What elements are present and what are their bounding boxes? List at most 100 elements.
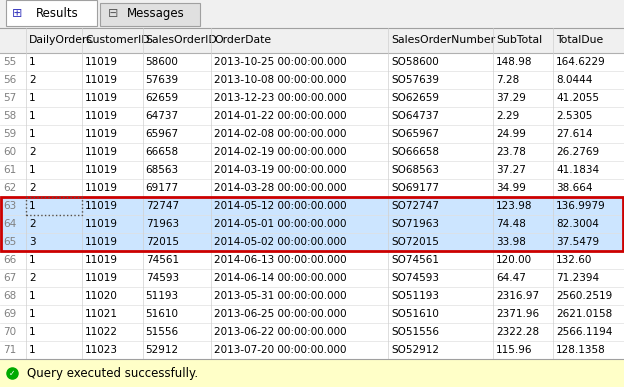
- Text: 2014-06-13 00:00:00.000: 2014-06-13 00:00:00.000: [214, 255, 347, 265]
- Text: 63: 63: [3, 201, 16, 211]
- Text: SalesOrderNumber: SalesOrderNumber: [391, 36, 495, 45]
- Text: SO51610: SO51610: [391, 309, 439, 319]
- Text: 2014-05-01 00:00:00.000: 2014-05-01 00:00:00.000: [214, 219, 346, 229]
- Text: 37.27: 37.27: [496, 165, 526, 175]
- Text: 1: 1: [29, 129, 36, 139]
- Text: 11019: 11019: [85, 129, 118, 139]
- Text: 74561: 74561: [145, 255, 178, 265]
- Text: 11019: 11019: [85, 273, 118, 283]
- FancyBboxPatch shape: [6, 0, 97, 26]
- Bar: [0, 197, 624, 215]
- Text: 1: 1: [29, 57, 36, 67]
- Bar: [0, 28, 624, 53]
- Text: 11019: 11019: [85, 237, 118, 247]
- Text: 148.98: 148.98: [496, 57, 532, 67]
- Bar: [0, 125, 624, 143]
- Text: 71.2394: 71.2394: [556, 273, 600, 283]
- Text: 69177: 69177: [145, 183, 178, 193]
- Text: 74593: 74593: [145, 273, 178, 283]
- Text: 2621.0158: 2621.0158: [556, 309, 613, 319]
- Text: SO74593: SO74593: [391, 273, 439, 283]
- Text: 52912: 52912: [145, 345, 178, 355]
- Text: TotalDue: TotalDue: [556, 36, 603, 45]
- Text: 23.78: 23.78: [496, 147, 526, 157]
- Text: 1: 1: [29, 165, 36, 175]
- Text: 11019: 11019: [85, 219, 118, 229]
- Text: 2013-10-25 00:00:00.000: 2013-10-25 00:00:00.000: [214, 57, 347, 67]
- Text: 2013-12-23 00:00:00.000: 2013-12-23 00:00:00.000: [214, 93, 347, 103]
- Text: 2014-03-19 00:00:00.000: 2014-03-19 00:00:00.000: [214, 165, 347, 175]
- Text: SO62659: SO62659: [391, 93, 439, 103]
- Text: SO74561: SO74561: [391, 255, 439, 265]
- Text: 11019: 11019: [85, 75, 118, 85]
- Text: 41.1834: 41.1834: [556, 165, 600, 175]
- Text: 56: 56: [3, 75, 16, 85]
- Text: 71: 71: [3, 345, 16, 355]
- Bar: [0, 107, 624, 125]
- Text: 66658: 66658: [145, 147, 178, 157]
- Text: 123.98: 123.98: [496, 201, 532, 211]
- Text: 1: 1: [29, 291, 36, 301]
- Text: SO66658: SO66658: [391, 147, 439, 157]
- Bar: [0, 89, 624, 107]
- Text: SalesOrderID: SalesOrderID: [145, 36, 217, 45]
- Text: 2013-06-25 00:00:00.000: 2013-06-25 00:00:00.000: [214, 309, 347, 319]
- FancyBboxPatch shape: [100, 3, 200, 26]
- Text: 136.9979: 136.9979: [556, 201, 606, 211]
- Text: 24.99: 24.99: [496, 129, 526, 139]
- Text: SO64737: SO64737: [391, 111, 439, 121]
- Text: 51610: 51610: [145, 309, 178, 319]
- Text: 70: 70: [3, 327, 16, 337]
- Text: 2014-02-08 00:00:00.000: 2014-02-08 00:00:00.000: [214, 129, 346, 139]
- Bar: [0, 233, 624, 251]
- Text: 1: 1: [29, 345, 36, 355]
- Text: 61: 61: [3, 165, 16, 175]
- Bar: [0, 28, 624, 359]
- Text: 62659: 62659: [145, 93, 178, 103]
- Text: DailyOrders: DailyOrders: [29, 36, 93, 45]
- Bar: [0, 305, 624, 323]
- Text: 26.2769: 26.2769: [556, 147, 600, 157]
- Text: 11019: 11019: [85, 93, 118, 103]
- Text: 11020: 11020: [85, 291, 118, 301]
- Text: 2371.96: 2371.96: [496, 309, 539, 319]
- Bar: [0, 215, 624, 233]
- Text: 132.60: 132.60: [556, 255, 593, 265]
- Text: 55: 55: [3, 57, 16, 67]
- Text: 11019: 11019: [85, 147, 118, 157]
- Text: 8.0444: 8.0444: [556, 75, 593, 85]
- Bar: [0, 143, 624, 161]
- Text: SO68563: SO68563: [391, 165, 439, 175]
- Bar: [0, 359, 624, 387]
- Text: 2: 2: [29, 219, 36, 229]
- Text: 11022: 11022: [85, 327, 118, 337]
- Text: 64: 64: [3, 219, 16, 229]
- Text: 34.99: 34.99: [496, 183, 526, 193]
- Text: 64.47: 64.47: [496, 273, 526, 283]
- Bar: [0, 251, 624, 269]
- Text: 2013-05-31 00:00:00.000: 2013-05-31 00:00:00.000: [214, 291, 347, 301]
- Text: 1: 1: [29, 309, 36, 319]
- Text: SO72015: SO72015: [391, 237, 439, 247]
- Text: 51556: 51556: [145, 327, 178, 337]
- Text: 2013-07-20 00:00:00.000: 2013-07-20 00:00:00.000: [214, 345, 346, 355]
- Text: 72015: 72015: [145, 237, 178, 247]
- Text: 2014-01-22 00:00:00.000: 2014-01-22 00:00:00.000: [214, 111, 347, 121]
- Text: 33.98: 33.98: [496, 237, 526, 247]
- Text: SO58600: SO58600: [391, 57, 439, 67]
- Text: 1: 1: [29, 255, 36, 265]
- Text: SO51193: SO51193: [391, 291, 439, 301]
- Text: 2322.28: 2322.28: [496, 327, 539, 337]
- Text: 11019: 11019: [85, 183, 118, 193]
- Text: 71963: 71963: [145, 219, 178, 229]
- Text: 2560.2519: 2560.2519: [556, 291, 613, 301]
- Text: OrderDate: OrderDate: [214, 36, 271, 45]
- Text: 62: 62: [3, 183, 16, 193]
- Text: 2: 2: [29, 183, 36, 193]
- Bar: [0, 71, 624, 89]
- Bar: [0, 287, 624, 305]
- Text: 66: 66: [3, 255, 16, 265]
- Text: 11019: 11019: [85, 57, 118, 67]
- Text: 2013-10-08 00:00:00.000: 2013-10-08 00:00:00.000: [214, 75, 346, 85]
- Text: Messages: Messages: [127, 7, 184, 20]
